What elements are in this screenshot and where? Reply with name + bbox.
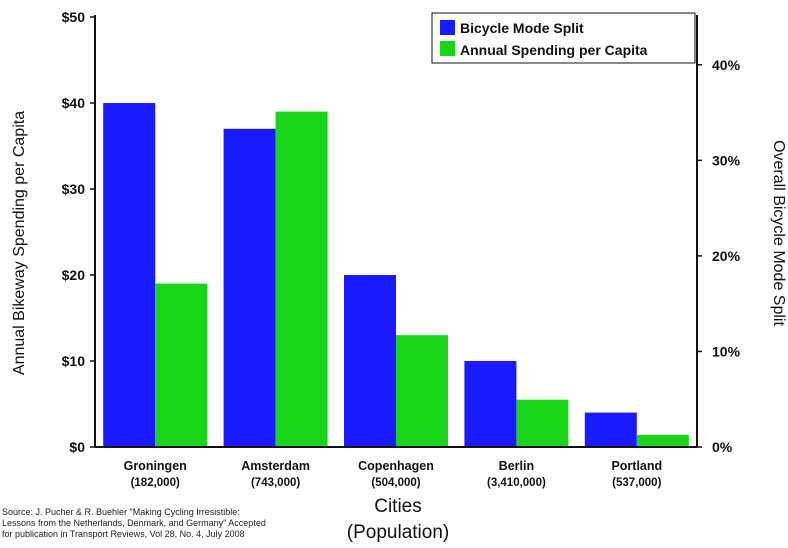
bar-annual-spending-per-capita-portland [636,434,689,447]
x-tick-label-amsterdam: Amsterdam [241,459,310,473]
bar-bicycle-mode-split-portland [584,412,637,447]
bar-annual-spending-per-capita-groningen [155,283,208,447]
x-tick-population-portland: (537,000) [612,477,661,489]
x-axis-title: Cities [374,496,422,517]
legend-swatch-bicycle-mode-split [440,20,455,35]
bar-annual-spending-per-capita-berlin [516,399,569,447]
labels-layer: Annual Bikeway Spending per Capita Overa… [2,111,787,543]
bar-bicycle-mode-split-amsterdam [223,128,276,448]
x-tick-label-portland: Portland [611,459,662,473]
legend-label-bicycle-mode-split: Bicycle Mode Split [460,20,584,36]
bar-bicycle-mode-split-copenhagen [344,275,396,447]
legend-swatch-annual-spending [440,41,455,56]
bars-layer [103,103,689,448]
y-tick-label-right: 10% [712,343,741,359]
x-tick-population-amsterdam: (743,000) [251,477,300,489]
bar-annual-spending-per-capita-copenhagen [396,335,448,447]
axes-layer: Groningen (182,000) Amsterdam (743,000) Cope… [62,9,741,489]
y-tick-label-left: $10 [62,353,86,369]
y-tick-label-left: $20 [62,267,86,283]
x-tick-population-copenhagen: (504,000) [371,477,420,489]
source-note-line-2: Lessons from the Netherlands, Denmark, a… [2,518,266,528]
bar-annual-spending-per-capita-amsterdam [275,111,328,447]
bar-bicycle-mode-split-berlin [464,361,517,447]
source-note-line-1: Source: J. Pucher & R. Buehler "Making C… [2,507,240,517]
x-tick-label-copenhagen: Copenhagen [358,459,434,473]
y-tick-label-left: $50 [62,9,86,25]
bar-bicycle-mode-split-groningen [103,103,156,447]
y-tick-label-right: 0% [712,439,733,455]
legend-box [431,12,696,64]
y-tick-label-right: 30% [712,152,741,168]
x-tick-population-groningen: (182,000) [131,477,180,489]
y-tick-label-left: $0 [69,439,85,455]
x-tick-population-berlin: (3,410,000) [487,477,546,489]
source-note-line-3: for publication in Transport Reviews, Vo… [2,529,245,539]
x-tick-label-groningen: Groningen [124,459,187,473]
y-tick-label-right: 20% [712,248,741,264]
x-tick-label-berlin: Berlin [499,459,534,473]
y-axis-title-right: Overall Bicycle Mode Split [770,140,787,326]
y-axis-title-left: Annual Bikeway Spending per Capita [11,111,28,375]
y-tick-label-left: $40 [62,95,86,111]
legend: Bicycle Mode Split Annual Spending per C… [431,12,696,64]
y-tick-label-left: $30 [62,181,86,197]
x-axis-subtitle: (Population) [347,522,449,543]
y-tick-label-right: 40% [712,57,741,73]
legend-label-annual-spending: Annual Spending per Capita [460,42,648,58]
